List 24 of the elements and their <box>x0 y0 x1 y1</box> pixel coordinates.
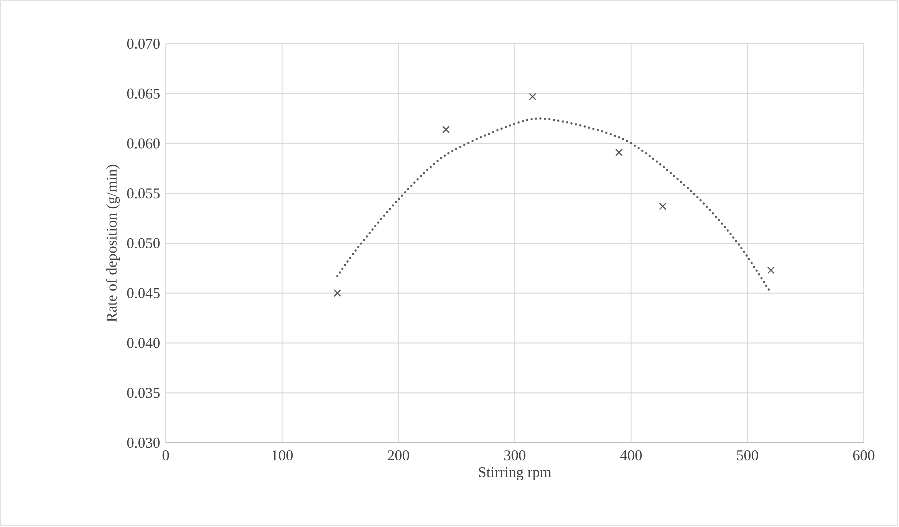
y-tick-label: 0.070 <box>127 38 160 50</box>
point <box>442 126 450 134</box>
y-tick-label: 0.040 <box>127 338 160 348</box>
y-tick-label: 0.060 <box>127 138 160 149</box>
x-tick-label: 300 <box>504 450 526 461</box>
x-tick-label: 500 <box>737 450 758 461</box>
y-tick-label: 0.035 <box>127 388 160 398</box>
x-tick-label: 200 <box>388 450 410 461</box>
point <box>334 290 342 298</box>
y-tick-label: 0.065 <box>127 88 160 99</box>
x-tick-label: 400 <box>620 450 642 461</box>
point <box>767 266 775 274</box>
point <box>529 93 537 101</box>
x-tick-label: 600 <box>853 450 875 461</box>
x-tick-label: 0 <box>162 450 170 461</box>
y-tick-label: 0.050 <box>127 238 160 249</box>
point <box>616 148 623 156</box>
y-tick-label: 0.055 <box>127 188 160 199</box>
y-axis-title: Rate of deposition (g/min) <box>106 165 120 322</box>
point <box>659 202 667 210</box>
x-axis-title: Stirring rpm <box>479 467 552 481</box>
y-tick-label: 0.045 <box>127 288 160 298</box>
x-tick-label: 100 <box>272 450 293 461</box>
y-tick-label: 0.030 <box>127 438 160 448</box>
